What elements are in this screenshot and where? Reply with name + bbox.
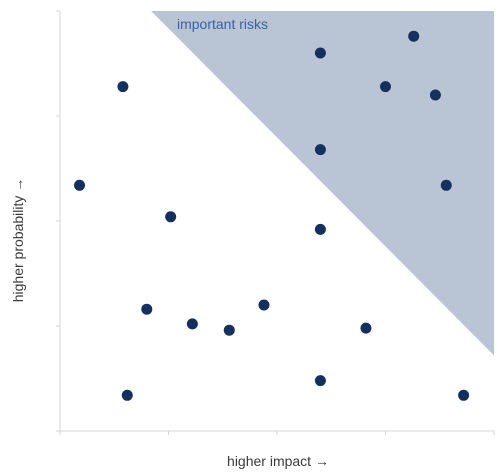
data-point-0-0 (74, 180, 85, 191)
data-point-0-9 (315, 144, 326, 155)
data-point-0-17 (458, 390, 469, 401)
data-point-0-4 (165, 211, 176, 222)
data-point-0-16 (441, 180, 452, 191)
data-point-0-6 (224, 325, 235, 336)
region-label-important-risks: important risks (177, 16, 268, 32)
data-point-0-11 (315, 375, 326, 386)
data-point-0-2 (122, 390, 133, 401)
data-point-0-5 (187, 318, 198, 329)
data-point-0-1 (117, 81, 128, 92)
data-point-0-14 (408, 31, 419, 42)
data-point-0-3 (141, 304, 152, 315)
data-point-0-8 (315, 48, 326, 59)
data-point-0-10 (315, 224, 326, 235)
x-axis-label: higher impact → (227, 453, 329, 469)
data-point-0-7 (258, 300, 269, 311)
data-point-0-15 (430, 90, 441, 101)
data-point-0-12 (360, 323, 371, 334)
y-axis-label: higher probability → (10, 178, 26, 303)
data-point-0-13 (380, 81, 391, 92)
